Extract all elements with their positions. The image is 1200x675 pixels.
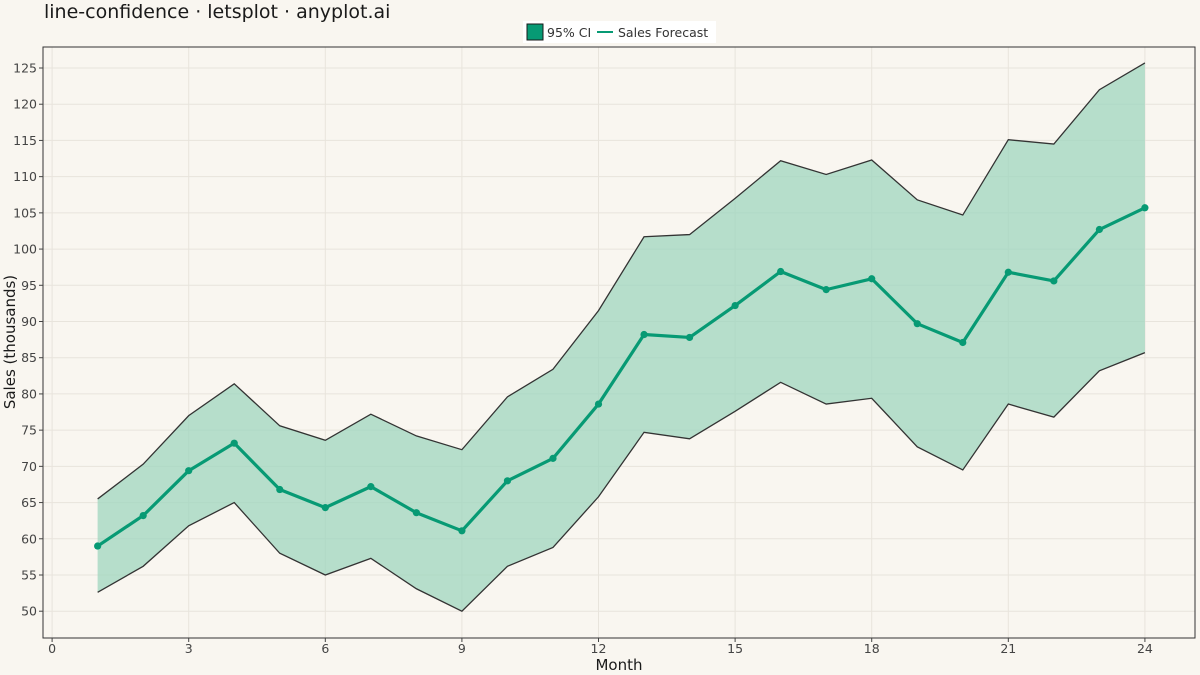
plot-frame xyxy=(42,46,1196,639)
y-tick-label: 115 xyxy=(13,133,37,148)
ci-upper-line xyxy=(97,62,1146,500)
legend-band-swatch xyxy=(526,23,544,41)
y-tick-label: 60 xyxy=(21,531,37,546)
legend-box xyxy=(523,21,716,43)
data-point xyxy=(412,509,420,517)
x-tick-label: 6 xyxy=(321,641,329,656)
data-point xyxy=(94,542,102,550)
data-point xyxy=(868,275,876,283)
series-line-sales-forecast xyxy=(96,206,1146,548)
data-point xyxy=(685,333,694,342)
ci-lower-line xyxy=(97,352,1146,612)
data-point xyxy=(822,286,830,294)
x-tick-label: 0 xyxy=(48,641,56,656)
legend-band-label: 95% CI xyxy=(547,25,591,40)
y-tick-label: 55 xyxy=(21,567,37,582)
x-tick-label: 3 xyxy=(185,641,193,656)
y-tick-label: 65 xyxy=(21,495,37,510)
data-point xyxy=(321,504,329,512)
confidence-band xyxy=(97,62,1146,612)
legend-line-label: Sales Forecast xyxy=(618,25,708,40)
ci-band-area xyxy=(97,62,1145,612)
data-point xyxy=(731,301,739,310)
data-point xyxy=(185,467,193,475)
data-point xyxy=(230,439,238,447)
data-point xyxy=(777,267,785,276)
y-tick-label: 100 xyxy=(13,242,37,257)
y-tick-label: 80 xyxy=(21,386,37,401)
x-tick-label: 9 xyxy=(458,641,466,656)
data-point xyxy=(367,483,375,491)
y-tick-label: 90 xyxy=(21,314,37,329)
data-point xyxy=(1095,225,1103,234)
data-point xyxy=(640,330,648,339)
y-tick-label: 75 xyxy=(21,423,37,438)
data-point xyxy=(503,477,512,485)
x-tick-label: 18 xyxy=(864,641,880,656)
y-tick-label: 95 xyxy=(21,278,37,293)
y-tick-label: 110 xyxy=(13,169,37,184)
y-tick-label: 50 xyxy=(21,604,37,619)
x-tick-label: 12 xyxy=(591,641,607,656)
data-point xyxy=(549,454,557,462)
x-tick-label: 21 xyxy=(1000,641,1016,656)
y-axis: 50 55 60 65 70 75 80 85 90 95 100 105 110 115 120 125 xyxy=(13,61,43,619)
y-tick-label: 70 xyxy=(21,459,37,474)
y-tick-label: 125 xyxy=(13,61,37,76)
y-tick-label: 85 xyxy=(21,350,37,365)
data-point xyxy=(594,400,603,408)
y-axis-title: Sales (thousands) xyxy=(1,275,19,409)
data-point xyxy=(1141,204,1149,212)
points-layer xyxy=(94,204,1149,550)
x-tick-label: 15 xyxy=(727,641,743,656)
data-point xyxy=(1050,277,1058,285)
legend: 95% CI Sales Forecast xyxy=(523,21,716,43)
x-axis-title: Month xyxy=(595,656,642,674)
chart-title: line-confidence · letsplot · anyplot.ai xyxy=(44,1,390,23)
x-tick-label: 24 xyxy=(1137,641,1153,656)
data-point xyxy=(139,511,147,520)
data-point xyxy=(913,320,921,328)
data-point xyxy=(1004,268,1012,276)
data-point xyxy=(276,485,284,494)
data-point xyxy=(959,338,967,347)
y-tick-label: 105 xyxy=(13,205,37,220)
data-point xyxy=(458,527,466,535)
x-axis: 0 3 6 9 12 15 18 21 24 xyxy=(48,638,1153,656)
y-tick-label: 120 xyxy=(13,97,37,112)
series-layer xyxy=(96,206,1146,548)
